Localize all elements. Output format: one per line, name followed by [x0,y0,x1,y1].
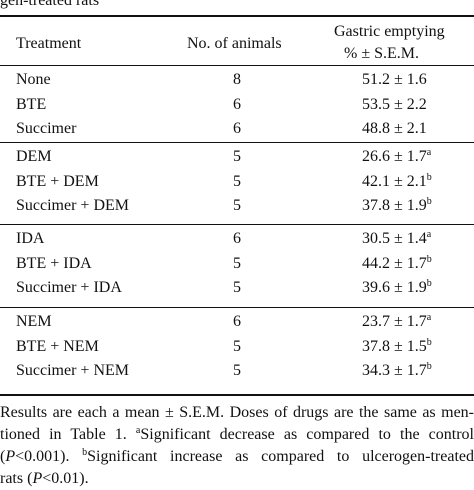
group-rule [0,224,474,225]
cell-treatment: IDA [16,230,45,247]
footnote-line-2: tioned in Table 1. aSignificant decrease… [0,425,474,444]
header-animals: No. of animals [187,35,282,52]
group-rule [0,142,474,143]
cell-animals: 5 [233,197,241,214]
footnote-line-1: Results are each a mean ± S.E.M. Doses o… [0,404,474,421]
emptying-value: 26.6 ± 1.7 [362,148,427,165]
cell-treatment: BTE + IDA [16,254,92,272]
cell-animals: 5 [233,337,241,355]
emptying-value: 39.6 ± 1.9 [362,279,427,296]
cell-treatment: BTE + DEM [16,172,99,190]
table-row: None 8 51.2 ± 1.6 [0,68,474,92]
table-row: NEM 6 23.7 ± 1.7a [0,310,474,334]
cell-treatment: NEM [16,313,52,330]
table-row: IDA 6 30.5 ± 1.4a [0,227,474,251]
caption-fragment: gen-treated rats [0,0,100,9]
cell-emptying: 44.2 ± 1.7b [362,252,432,276]
cell-animals: 5 [233,148,241,165]
cell-emptying: 53.5 ± 2.2 [362,93,427,117]
table-row: BTE + NEM 5 37.8 ± 1.5b [0,335,474,359]
significance-mark: b [426,253,432,265]
header-treatment: Treatment [16,35,82,52]
cell-animals: 5 [233,254,241,272]
cell-treatment: Succimer + IDA [16,279,122,296]
table-row: Succimer + DEM 5 37.8 ± 1.9b [0,194,474,218]
cell-emptying: 37.8 ± 1.9b [362,194,432,218]
cell-treatment: Succimer [16,120,77,137]
header-emptying-line1: Gastric emptying [334,23,445,40]
cell-treatment: None [16,71,51,88]
emptying-value: 44.2 ± 1.7 [362,254,427,272]
cell-animals: 6 [233,313,241,330]
significance-mark: b [426,196,432,207]
cell-emptying: 42.1 ± 2.1b [362,170,432,194]
significance-mark: a [426,147,432,158]
cell-emptying: 30.5 ± 1.4a [362,227,431,251]
cell-emptying: 51.2 ± 1.6 [362,68,427,92]
significance-mark: b [426,278,432,289]
emptying-value: 37.8 ± 1.9 [362,197,427,214]
cell-treatment: DEM [16,148,52,165]
cell-animals: 8 [233,71,241,88]
header-emptying-line2: % ± S.E.M. [344,45,420,62]
table-row: Succimer + NEM 5 34.3 ± 1.7b [0,359,474,383]
table-row: BTE + DEM 5 42.1 ± 2.1b [0,170,474,194]
cell-treatment: BTE + NEM [16,337,99,355]
cell-animals: 6 [233,95,241,113]
cell-emptying: 26.6 ± 1.7a [362,145,431,169]
cell-animals: 6 [233,120,241,137]
emptying-value: 51.2 ± 1.6 [362,71,427,88]
emptying-value: 53.5 ± 2.2 [362,95,427,113]
significance-mark: b [426,171,432,183]
significance-mark: a [426,229,432,240]
header-rule [0,65,474,66]
emptying-value: 30.5 ± 1.4 [362,230,427,247]
emptying-value: 42.1 ± 2.1 [362,172,427,190]
table-row: BTE 6 53.5 ± 2.2 [0,93,474,117]
cell-animals: 5 [233,172,241,190]
cell-treatment: Succimer + NEM [16,362,129,379]
cell-animals: 5 [233,279,241,296]
cell-emptying: 34.3 ± 1.7b [362,359,432,383]
group-rule [0,307,474,308]
top-rule [0,15,474,17]
footnote-line-4: rats (P<0.01). [0,470,89,487]
table-row: DEM 5 26.6 ± 1.7a [0,145,474,169]
table-row: BTE + IDA 5 44.2 ± 1.7b [0,252,474,276]
cell-emptying: 37.8 ± 1.5b [362,335,432,359]
significance-mark: a [426,312,432,323]
significance-mark: b [426,336,432,348]
footnote-line-3: (P<0.001). bSignificant increase as comp… [0,447,474,466]
footnote: Results are each a mean ± S.E.M. Doses o… [0,402,474,490]
cell-emptying: 48.8 ± 2.1 [362,117,427,141]
bottom-rule [0,394,474,396]
cell-animals: 5 [233,362,241,379]
cell-emptying: 23.7 ± 1.7a [362,310,431,334]
cell-treatment: Succimer + DEM [16,197,129,214]
significance-mark: b [426,361,432,372]
emptying-value: 37.8 ± 1.5 [362,337,427,355]
table-row: Succimer 6 48.8 ± 2.1 [0,117,474,141]
table-row: Succimer + IDA 5 39.6 ± 1.9b [0,276,474,300]
cell-emptying: 39.6 ± 1.9b [362,276,432,300]
emptying-value: 23.7 ± 1.7 [362,313,427,330]
emptying-value: 34.3 ± 1.7 [362,362,427,379]
cell-treatment: BTE [16,95,47,113]
emptying-value: 48.8 ± 2.1 [362,120,427,137]
cell-animals: 6 [233,230,241,247]
